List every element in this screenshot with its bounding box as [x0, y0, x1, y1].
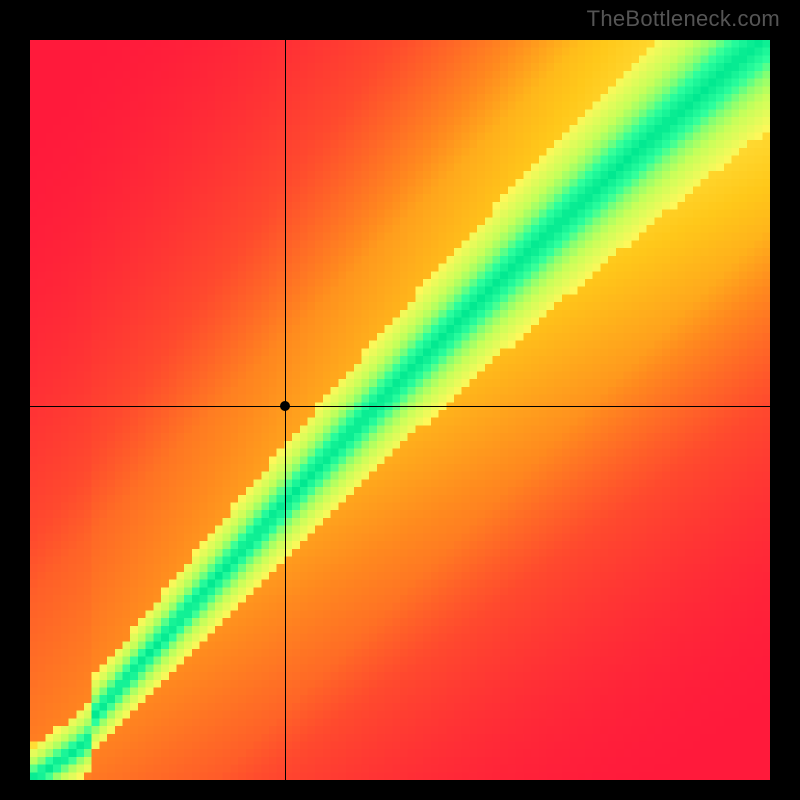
- heatmap-plot: [30, 40, 770, 780]
- watermark-text: TheBottleneck.com: [587, 6, 780, 32]
- chart-frame: TheBottleneck.com: [0, 0, 800, 800]
- heatmap-canvas: [30, 40, 770, 780]
- crosshair-horizontal: [30, 406, 770, 407]
- crosshair-marker: [280, 401, 290, 411]
